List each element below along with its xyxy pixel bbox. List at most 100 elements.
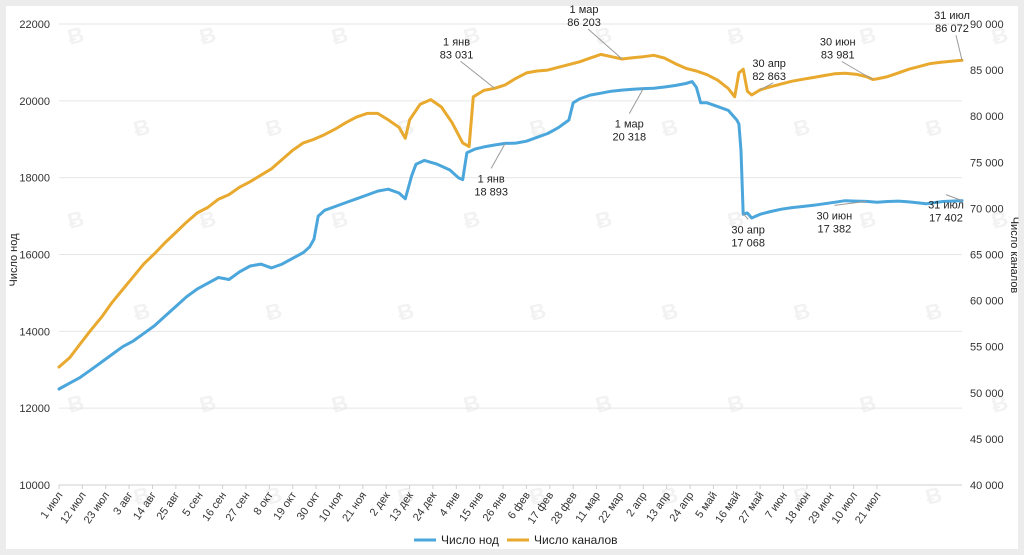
watermark-glyph: Ƀ — [989, 206, 1011, 234]
watermark-glyph: Ƀ — [65, 206, 87, 234]
watermark-glyph: Ƀ — [923, 482, 945, 510]
watermark-glyph: Ƀ — [131, 482, 153, 510]
watermark-glyph: Ƀ — [131, 114, 153, 142]
y-axis-left: 10000 12000 14000 16000 18000 20000 22000 — [19, 19, 50, 492]
watermark-glyph: Ƀ — [395, 298, 417, 326]
legend-label-channels: Число каналов — [534, 533, 618, 547]
legend-label-nodes: Число нод — [441, 533, 499, 547]
data-label-date: 30 июн — [817, 210, 853, 222]
watermark-glyph: Ƀ — [263, 114, 285, 142]
data-label-date: 31 июл — [928, 200, 964, 212]
data-label-date: 1 янв — [443, 36, 470, 48]
data-label-leader — [945, 194, 963, 202]
series-line-channels — [57, 52, 964, 369]
watermark-glyph: Ƀ — [263, 482, 285, 510]
data-label-date: 30 июн — [820, 36, 856, 48]
watermark-glyph: Ƀ — [527, 482, 549, 510]
data-label-value: 82 863 — [752, 71, 786, 83]
data-label-date: 31 июл — [934, 10, 970, 22]
watermark-glyph: Ƀ — [461, 390, 483, 418]
x-tick-label: 25 авг — [155, 490, 183, 522]
data-label-leader — [742, 213, 749, 220]
watermark-glyph: Ƀ — [65, 22, 87, 50]
y-right-tick-label: 80 000 — [970, 111, 1004, 123]
legend-item-nodes[interactable]: Число нод — [414, 533, 499, 547]
watermark-glyph: Ƀ — [197, 390, 219, 418]
chart-card — [6, 6, 1018, 549]
x-tick-label: 26 янв — [481, 490, 510, 524]
y-axis-right: 40 000 45 000 50 000 55 000 60 000 65 000 70 0… — [970, 19, 1004, 492]
watermark-glyph: Ƀ — [197, 22, 219, 50]
watermark-glyph: Ƀ — [593, 206, 615, 234]
x-tick-label: 24 дек — [411, 490, 440, 524]
data-label-value: 17 402 — [929, 213, 963, 225]
watermark-glyph: Ƀ — [329, 22, 351, 50]
y-right-tick-label: 40 000 — [970, 480, 1004, 492]
watermark-glyph: Ƀ — [725, 206, 747, 234]
watermark-glyph: Ƀ — [395, 114, 417, 142]
data-label-date: 30 апр — [752, 58, 785, 70]
data-label-value: 86 072 — [935, 23, 969, 35]
watermark-glyph: Ƀ — [593, 22, 615, 50]
series-layer — [57, 52, 964, 391]
y-left-tick-label: 18000 — [19, 173, 50, 185]
watermark-layer: Ƀ Ƀ Ƀ Ƀ Ƀ Ƀ Ƀ Ƀ Ƀ Ƀ Ƀ Ƀ Ƀ Ƀ Ƀ Ƀ Ƀ Ƀ Ƀ Ƀ Ƀ Ƀ Ƀ Ƀ Ƀ Ƀ Ƀ Ƀ Ƀ Ƀ Ƀ Ƀ Ƀ Ƀ Ƀ Ƀ Ƀ Ƀ Ƀ Ƀ… — [65, 22, 1011, 510]
data-label-leader — [834, 200, 867, 206]
watermark-glyph: Ƀ — [857, 206, 879, 234]
watermark-glyph: Ƀ — [65, 390, 87, 418]
watermark-glyph: Ƀ — [659, 482, 681, 510]
watermark-glyph: Ƀ — [725, 22, 747, 50]
x-tick-label: 27 сен — [224, 490, 253, 524]
y-right-tick-label: 70 000 — [970, 203, 1004, 215]
data-label-value: 20 318 — [612, 132, 646, 144]
data-label-value: 18 893 — [474, 186, 508, 198]
watermark-glyph: Ƀ — [857, 390, 879, 418]
x-tick-label: 21 ноя — [340, 490, 369, 524]
data-label-date: 1 мар — [615, 119, 644, 131]
data-label-leader — [628, 88, 644, 114]
legend-item-channels[interactable]: Число каналов — [507, 533, 618, 547]
y-left-tick-label: 14000 — [19, 326, 50, 338]
watermark-glyph: Ƀ — [329, 390, 351, 418]
watermark-glyph: Ƀ — [461, 206, 483, 234]
data-label-date: 30 апр — [731, 224, 764, 236]
legend[interactable]: Число нод Число каналов — [414, 533, 618, 547]
watermark-glyph: Ƀ — [263, 298, 285, 326]
watermark-glyph: Ƀ — [197, 206, 219, 234]
y-left-tick-label: 12000 — [19, 403, 50, 415]
data-label-leader — [955, 35, 963, 61]
y-right-tick-label: 50 000 — [970, 388, 1004, 400]
y-left-tick-label: 10000 — [19, 480, 50, 492]
y-left-tick-label: 20000 — [19, 96, 50, 108]
data-label-date: 1 янв — [478, 173, 505, 185]
data-label-value: 83 981 — [821, 49, 855, 61]
watermark-glyph: Ƀ — [329, 206, 351, 234]
data-label-value: 17 068 — [731, 237, 765, 249]
y-right-tick-label: 60 000 — [970, 296, 1004, 308]
watermark-glyph: Ƀ — [989, 22, 1011, 50]
y-right-tick-label: 65 000 — [970, 250, 1004, 262]
y-right-tick-label: 75 000 — [970, 157, 1004, 169]
watermark-glyph: Ƀ — [725, 390, 747, 418]
watermark-glyph: Ƀ — [461, 22, 483, 50]
grid-lines — [59, 23, 962, 486]
y-right-tick-label: 90 000 — [970, 19, 1004, 31]
data-label-leader — [759, 82, 774, 91]
data-label-leader — [490, 143, 506, 169]
watermark-glyph: Ƀ — [791, 114, 813, 142]
y-left-tick-label: 16000 — [19, 250, 50, 262]
watermark-glyph: Ƀ — [923, 114, 945, 142]
